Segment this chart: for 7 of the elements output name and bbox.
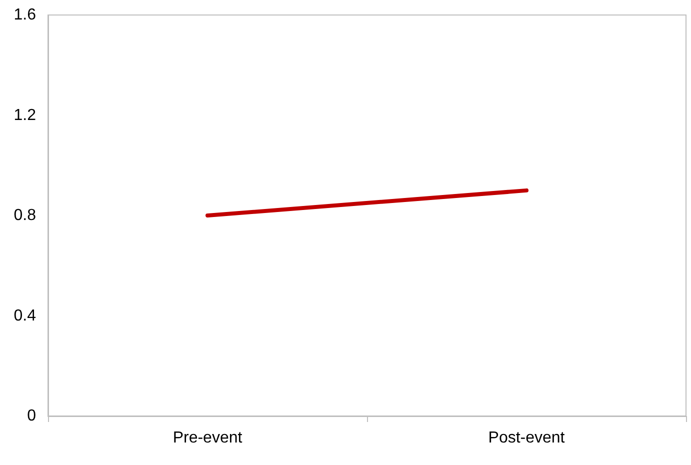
y-tick-label: 0 <box>27 408 36 424</box>
y-tick-label: 0.8 <box>14 207 36 224</box>
y-tick-label: 0.4 <box>14 307 36 324</box>
y-tick-label: 1.2 <box>14 106 36 124</box>
x-tick-label: Pre-event <box>172 430 243 446</box>
x-tick-label: Post-event <box>488 430 566 446</box>
y-tick-label: 1.6 <box>14 6 36 24</box>
